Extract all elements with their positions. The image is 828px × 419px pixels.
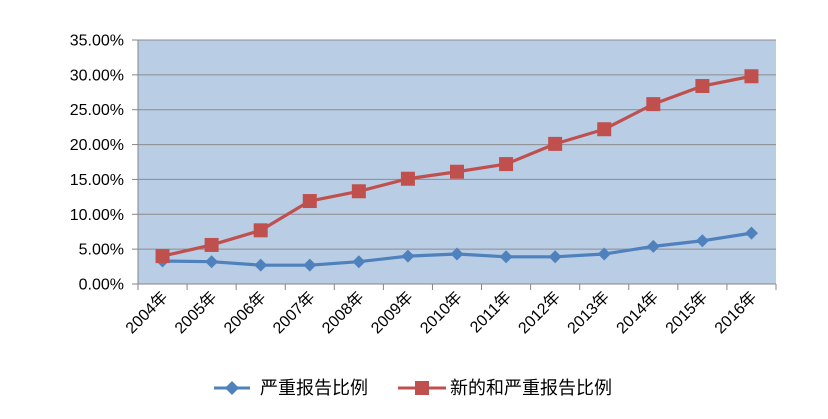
legend: 严重报告比例 新的和严重报告比例 <box>214 378 612 398</box>
data-point-diamond <box>450 247 464 261</box>
x-tick-label: 2015年 <box>662 288 711 337</box>
x-tick-label: 2007年 <box>269 288 318 337</box>
plot-background <box>138 40 776 284</box>
data-point-square <box>646 97 661 112</box>
x-tick-label: 2012年 <box>515 288 564 337</box>
y-axis: 0.00% 5.00% 10.00% 15.00% 20.00% 25.00% 30.00%… <box>70 33 139 294</box>
x-tick-label: 2004年 <box>122 288 171 337</box>
data-point-diamond <box>303 258 317 272</box>
x-tick-label: 2010年 <box>417 288 466 337</box>
data-point-square <box>302 194 317 209</box>
legend-item-series-1: 严重报告比例 <box>214 378 368 398</box>
data-point-square <box>548 136 563 151</box>
y-tick-label: 25.00% <box>70 102 124 119</box>
x-tick-label: 2006年 <box>220 288 269 337</box>
legend-label-series-1: 严重报告比例 <box>260 378 368 398</box>
data-point-diamond <box>744 226 758 240</box>
x-tick-label: 2005年 <box>171 288 220 337</box>
y-tick-label: 15.00% <box>70 172 124 189</box>
legend-label-series-2: 新的和严重报告比例 <box>450 378 612 398</box>
data-point-diamond <box>401 249 415 263</box>
y-tick-label: 35.00% <box>70 33 124 50</box>
x-tick-label: 2013年 <box>564 288 613 337</box>
x-tick-label: 2011年 <box>467 288 515 336</box>
plot-area <box>138 39 776 284</box>
data-point-square <box>155 249 170 264</box>
x-tick-label: 2008年 <box>318 288 367 337</box>
legend-item-series-2: 新的和严重报告比例 <box>398 378 612 398</box>
data-point-square <box>744 69 759 84</box>
legend-diamond-marker-icon <box>225 381 239 395</box>
data-point-diamond <box>597 247 611 261</box>
series-1 <box>156 226 758 272</box>
series-2 <box>155 69 759 264</box>
y-tick-label: 5.00% <box>79 242 124 259</box>
x-tick-label: 2016年 <box>711 288 760 337</box>
data-point-diamond <box>499 250 513 264</box>
y-tick-label: 20.00% <box>70 137 124 154</box>
data-point-diamond <box>254 258 268 272</box>
data-point-diamond <box>205 255 219 269</box>
data-point-square <box>499 157 514 172</box>
x-axis: 2004年 2005年 2006年 2007年 2008年 2009年 2010年 2011年… <box>122 283 777 337</box>
x-tick-label: 2014年 <box>613 288 662 337</box>
data-point-square <box>351 184 366 199</box>
data-point-square <box>450 164 464 179</box>
data-point-diamond <box>695 234 709 248</box>
x-tick-label: 2009年 <box>368 288 417 337</box>
data-point-square <box>400 171 415 186</box>
y-tick-label: 0.00% <box>79 277 124 294</box>
data-point-diamond <box>548 250 562 264</box>
data-point-square <box>204 237 219 252</box>
series-group <box>155 69 759 272</box>
data-point-diamond <box>352 255 366 269</box>
data-point-diamond <box>646 239 660 253</box>
y-tick-label: 10.00% <box>70 207 124 224</box>
data-point-square <box>253 223 268 238</box>
data-point-square <box>695 79 710 94</box>
data-point-square <box>597 122 612 137</box>
legend-square-marker-icon <box>415 381 429 395</box>
y-tick-label: 30.00% <box>70 67 124 84</box>
